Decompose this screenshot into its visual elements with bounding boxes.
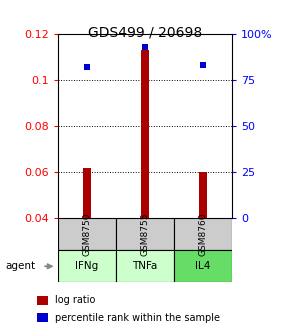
Text: GSM8755: GSM8755	[140, 213, 150, 256]
Text: GSM8750: GSM8750	[82, 213, 92, 256]
Text: percentile rank within the sample: percentile rank within the sample	[55, 312, 220, 323]
Bar	[83, 168, 91, 218]
Text: IFNg: IFNg	[75, 261, 99, 271]
Text: GSM8760: GSM8760	[198, 213, 208, 256]
Bar	[141, 50, 149, 218]
Bar	[37, 313, 48, 322]
Bar	[174, 218, 232, 250]
Bar	[116, 250, 174, 282]
Bar	[37, 296, 48, 305]
Bar	[199, 172, 207, 218]
Bar	[116, 218, 174, 250]
Bar	[58, 218, 116, 250]
Text: log ratio: log ratio	[55, 295, 95, 305]
Text: IL4: IL4	[195, 261, 211, 271]
Text: TNFa: TNFa	[132, 261, 158, 271]
Bar	[58, 250, 116, 282]
Text: agent: agent	[6, 261, 36, 271]
Text: GDS499 / 20698: GDS499 / 20698	[88, 25, 202, 39]
Bar	[174, 250, 232, 282]
